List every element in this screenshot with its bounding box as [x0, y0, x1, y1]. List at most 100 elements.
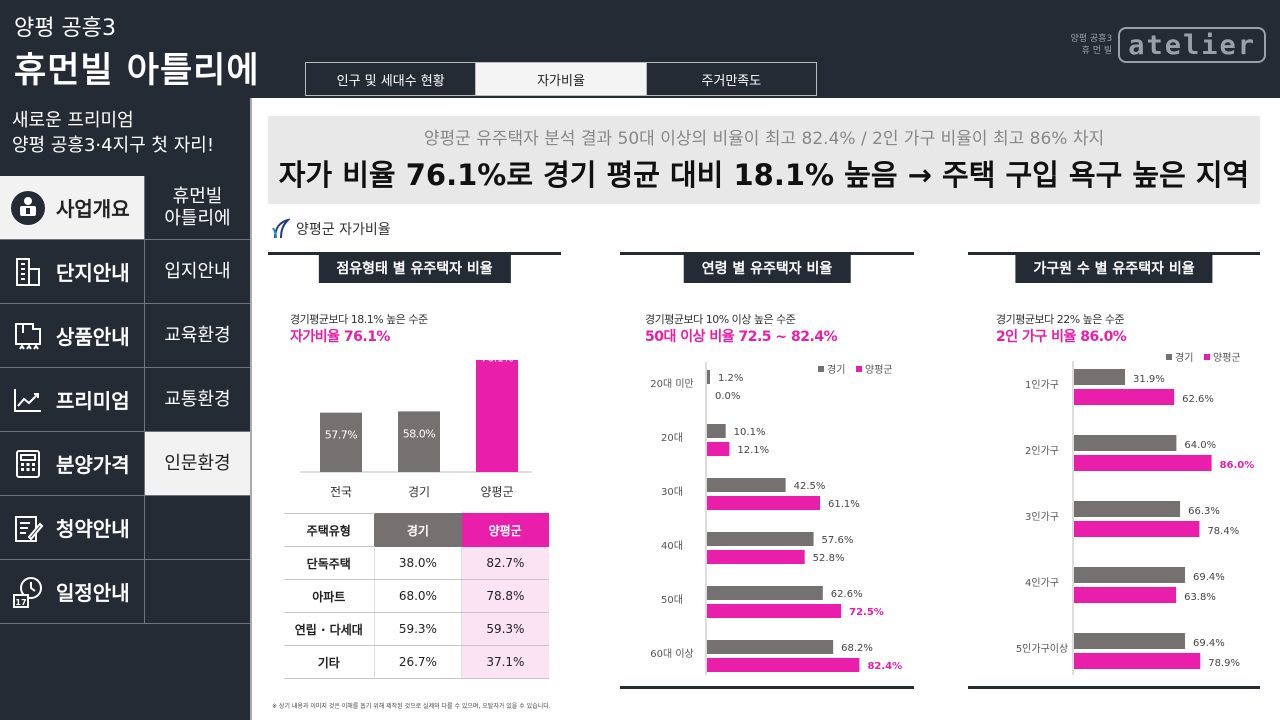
table-cell: 기타: [284, 645, 374, 679]
table-row: 연립 · 다세대 59.3% 59.3%: [284, 612, 549, 646]
bar: [1074, 587, 1177, 603]
age-highlight: 50대 이상 비율 72.5 ~ 82.4%: [645, 329, 838, 345]
tenure-bar-chart: 57.7% 전국 58.0% 경기 76.1% 양평군: [300, 360, 532, 499]
tick-label: 2인가구: [1025, 445, 1059, 457]
table-cell: 68.0%: [373, 579, 463, 613]
nav-item-business-overview[interactable]: 사업개요: [0, 176, 145, 239]
table-header-row: 주택유형 경기 양평군: [284, 513, 549, 547]
data-label: 68.2%: [841, 643, 873, 654]
bar: [707, 478, 786, 492]
legend-swatch: [856, 366, 862, 372]
data-label: 12.1%: [737, 445, 769, 456]
tick-label: 경기: [408, 485, 430, 499]
bar: [707, 442, 730, 456]
subnav-label: 입지안내: [164, 260, 231, 282]
tenure-note: 경기평균보다 18.1% 높은 수준: [290, 313, 428, 326]
bar: [1074, 435, 1177, 451]
subnav-label: 교통환경: [164, 388, 231, 410]
data-label: 62.6%: [1182, 394, 1214, 405]
bar: [707, 604, 842, 618]
sidebar-nav: 사업개요 휴먼빌 아틀리에 단지안내 입지안내 상품안내 교육환경: [0, 176, 250, 624]
subnav-item-location[interactable]: 입지안내: [145, 240, 250, 303]
data-label: 69.4%: [1193, 572, 1225, 583]
bar: [707, 640, 834, 654]
subnav-item-education[interactable]: 교육환경: [145, 304, 250, 367]
section-title-text: 양평군 자가비율: [296, 222, 391, 238]
bar: [1074, 369, 1126, 385]
tab-ownership-rate[interactable]: 자가비율: [476, 63, 647, 95]
sidebar: 새로운 프리미엄 양평 공흥3·4지구 첫 자리! 사업개요 휴먼빌 아틀리에 …: [0, 98, 252, 720]
nav-item-schedule[interactable]: 17 일정안내: [0, 560, 145, 623]
tenure-highlight: 자가비율 76.1%: [290, 329, 390, 345]
nav-item-product[interactable]: 상품안내: [0, 304, 145, 367]
data-label: 61.1%: [828, 499, 860, 510]
legend-label: 양평군: [865, 364, 893, 376]
tick-label: 4인가구: [1025, 577, 1059, 589]
brand-title: 휴먼빌 아틀리에: [14, 51, 260, 91]
tick-label: 전국: [330, 485, 352, 499]
nav-item-price[interactable]: 분양가격: [0, 432, 145, 495]
tab-population[interactable]: 인구 및 세대수 현황: [306, 63, 477, 95]
tab-bar: 인구 및 세대수 현황 자가비율 주거만족도: [305, 62, 817, 96]
legend-label: 양평군: [1213, 352, 1241, 364]
data-label: 57.6%: [822, 535, 854, 546]
nav-item-premium[interactable]: 프리미엄: [0, 368, 145, 431]
nav-label: 일정안내: [56, 581, 130, 605]
tick-label: 40대: [661, 540, 683, 552]
bar: [1074, 653, 1201, 669]
footnote: ※ 상기 내용과 이미지 것은 이해를 돕기 위해 제작된 것으로 실제와 다를…: [272, 703, 551, 710]
nav-label: 프리미엄: [56, 389, 130, 413]
age-bar-chart: 경기 양평군 20대 미만 1.2% 0.0% 20대 10.1% 12.1% 30대 42.5%…: [650, 362, 902, 675]
tick-label: 60대 이상: [650, 648, 694, 660]
subnav-item-humanities[interactable]: 인문환경: [145, 432, 250, 495]
table-cell: 단독주택: [284, 546, 374, 580]
nav-item-complex[interactable]: 단지안내: [0, 240, 145, 303]
table-cell: 38.0%: [373, 546, 463, 580]
data-label: 78.9%: [1208, 658, 1240, 669]
data-label: 10.1%: [734, 427, 766, 438]
panel-title-age: 연령 별 유주택자 비율: [683, 255, 851, 283]
tick-label: 20대: [661, 432, 683, 444]
subnav-empty-slot: [145, 496, 250, 559]
headline-banner: 양평군 유주택자 분석 결과 50대 이상의 비율이 최고 82.4% / 2인…: [268, 116, 1260, 204]
table-cell: 59.3%: [373, 612, 463, 646]
data-label: 57.7%: [325, 429, 357, 442]
subnav-item-transport[interactable]: 교통환경: [145, 368, 250, 431]
header: 양평 공흥3 휴먼빌 아틀리에 인구 및 세대수 현황 자가비율 주거만족도 양…: [0, 0, 1280, 98]
legend-swatch: [1204, 354, 1210, 360]
chart-trend-icon: [10, 382, 46, 418]
subnav-label: 인문환경: [164, 452, 231, 474]
logo-small-line1: 양평 공흥3: [1070, 34, 1113, 44]
table-cell: 아파트: [284, 579, 374, 613]
legend-swatch: [818, 366, 824, 372]
panel-footer-household: [968, 686, 1260, 689]
table-header-cell: 경기: [373, 513, 463, 547]
edit-document-icon: [10, 510, 46, 546]
legend-label: 경기: [827, 363, 845, 376]
data-label: 42.5%: [794, 481, 826, 492]
bar: [707, 532, 814, 546]
panel-title-tenure: 점유형태 별 유주택자 비율: [318, 255, 511, 283]
building-icon: [10, 254, 46, 290]
data-label: 0.0%: [715, 391, 740, 402]
tab-satisfaction[interactable]: 주거만족도: [646, 63, 816, 95]
data-label: 66.3%: [1188, 506, 1220, 517]
household-note: 경기평균보다 22% 높은 수준: [996, 313, 1125, 326]
table-cell: 59.3%: [461, 612, 549, 646]
subnav-item-humanville[interactable]: 휴먼빌 아틀리에: [145, 176, 250, 239]
bar: [1074, 455, 1212, 471]
nav-label: 청약안내: [56, 517, 130, 541]
tick-label: 양평군: [480, 485, 513, 499]
nav-item-subscription[interactable]: 청약안내: [0, 496, 145, 559]
data-label: 63.8%: [1184, 592, 1216, 603]
bar: [320, 412, 362, 472]
subnav-label: 교육환경: [164, 324, 231, 346]
bar: [1074, 521, 1200, 537]
tagline-line2: 양평 공흥3·4지구 첫 자리!: [12, 135, 215, 156]
banner-subtitle: 양평군 유주택자 분석 결과 50대 이상의 비율이 최고 82.4% / 2인…: [423, 129, 1105, 149]
table-row: 아파트 68.0% 78.8%: [284, 579, 549, 613]
bar: [707, 370, 710, 384]
table-row: 단독주택 38.0% 82.7%: [284, 546, 549, 580]
tick-label: 5인가구이상: [1016, 643, 1068, 655]
logo-small-line2: 휴 먼 빌: [1081, 46, 1113, 56]
